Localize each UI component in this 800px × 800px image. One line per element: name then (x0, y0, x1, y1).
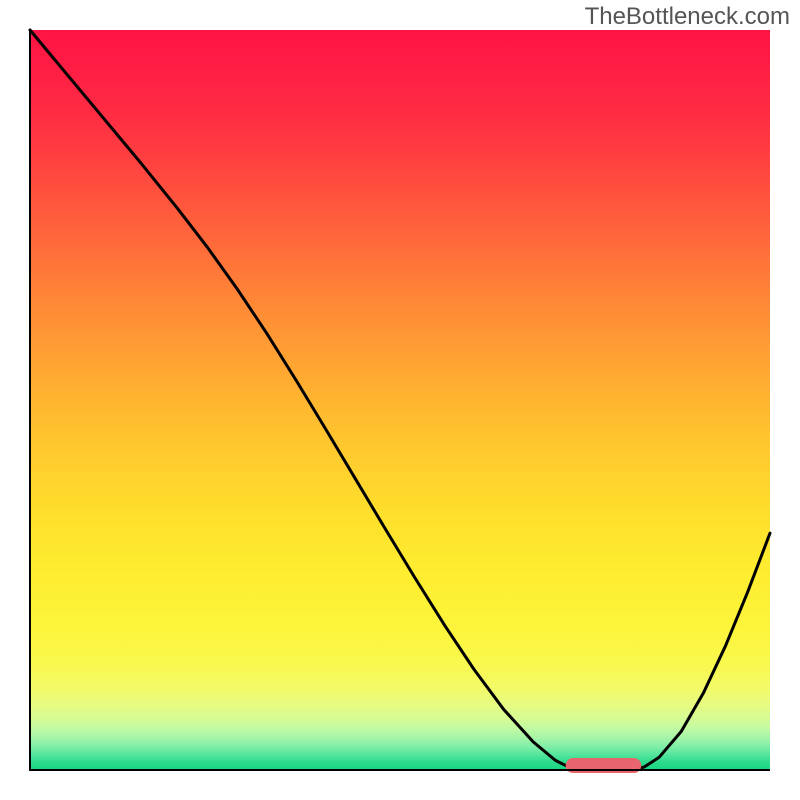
watermark-text: TheBottleneck.com (585, 3, 790, 30)
bottleneck-chart: TheBottleneck.com (0, 0, 800, 800)
plot-background (30, 30, 770, 770)
